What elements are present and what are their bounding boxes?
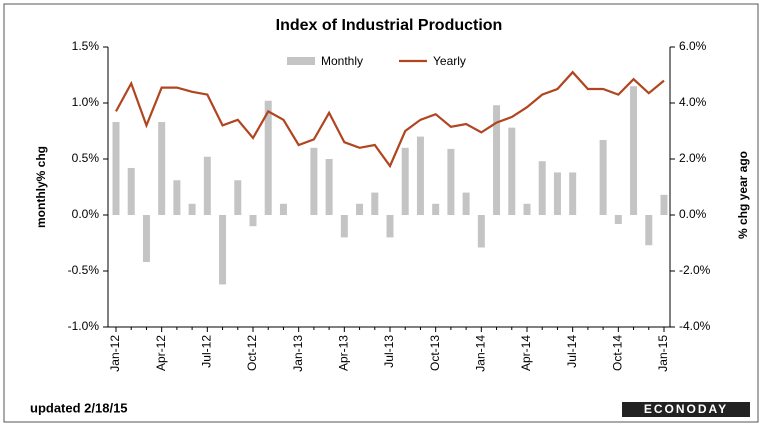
x-tick-label: Apr-12 [154, 335, 168, 371]
legend-label: Monthly [321, 54, 363, 68]
footnote: updated 2/18/15 [30, 400, 128, 415]
bar [310, 147, 318, 215]
y-tick-label: 1.0% [72, 95, 100, 109]
bar [173, 180, 181, 215]
bar [249, 215, 257, 227]
bar [386, 215, 394, 238]
y2-tick-label: 6.0% [679, 39, 707, 53]
brand-box [622, 402, 750, 417]
x-tick-label: Oct-13 [428, 335, 442, 371]
x-tick-label: Jul-14 [565, 335, 579, 368]
y-tick-label: 1.5% [72, 39, 100, 53]
bar [462, 192, 470, 215]
x-tick-label: Jan-13 [291, 335, 305, 372]
bar [508, 127, 516, 215]
bar [447, 148, 455, 215]
y2-tick-label: 2.0% [679, 151, 707, 165]
x-tick-label: Jan-15 [656, 335, 670, 372]
bar [477, 215, 485, 248]
bar [614, 215, 622, 224]
bar [234, 180, 242, 215]
bar [356, 203, 364, 215]
legend-swatch [287, 57, 315, 65]
x-tick-label: Apr-13 [337, 335, 351, 371]
bar [371, 192, 379, 215]
y-tick-label: -1.0% [68, 319, 100, 333]
x-tick-label: Apr-14 [519, 335, 533, 371]
y-tick-label: -0.5% [68, 263, 100, 277]
x-tick-label: Oct-12 [245, 335, 259, 371]
bar [188, 203, 196, 215]
bar [340, 215, 348, 238]
bar [538, 161, 546, 215]
y-tick-label: 0.0% [72, 207, 100, 221]
bar [416, 136, 424, 215]
bar [569, 172, 577, 215]
y2-tick-label: -2.0% [679, 263, 711, 277]
bar [660, 194, 668, 215]
y2-axis-label: % chg year ago [736, 151, 750, 239]
x-tick-label: Jan-14 [474, 335, 488, 372]
bar [219, 215, 227, 285]
x-tick-label: Jul-12 [200, 335, 214, 368]
bar [553, 172, 561, 215]
bar [432, 203, 440, 215]
legend-label: Yearly [433, 54, 466, 68]
y-tick-label: 0.5% [72, 151, 100, 165]
bar [630, 86, 638, 215]
bar [203, 156, 211, 215]
bar [645, 215, 653, 246]
bar [142, 215, 150, 263]
bar [127, 167, 135, 215]
bar [264, 100, 272, 215]
y2-tick-label: 4.0% [679, 95, 707, 109]
chart-title: Index of Industrial Production [276, 17, 503, 34]
line [115, 70, 665, 169]
bar [112, 122, 120, 215]
bar [599, 139, 607, 215]
y2-tick-label: -4.0% [679, 319, 711, 333]
x-tick-label: Oct-14 [611, 335, 625, 371]
x-tick-label: Jan-12 [108, 335, 122, 372]
bar [401, 147, 409, 215]
brand: ECONODAY [644, 402, 728, 416]
y2-tick-label: 0.0% [679, 207, 707, 221]
x-tick-label: Jul-13 [382, 335, 396, 368]
y-axis-label: monthly% chg [34, 146, 48, 228]
bar [523, 203, 531, 215]
bar [279, 203, 287, 215]
bar [158, 122, 166, 215]
bar [493, 105, 501, 215]
bar [325, 159, 333, 215]
